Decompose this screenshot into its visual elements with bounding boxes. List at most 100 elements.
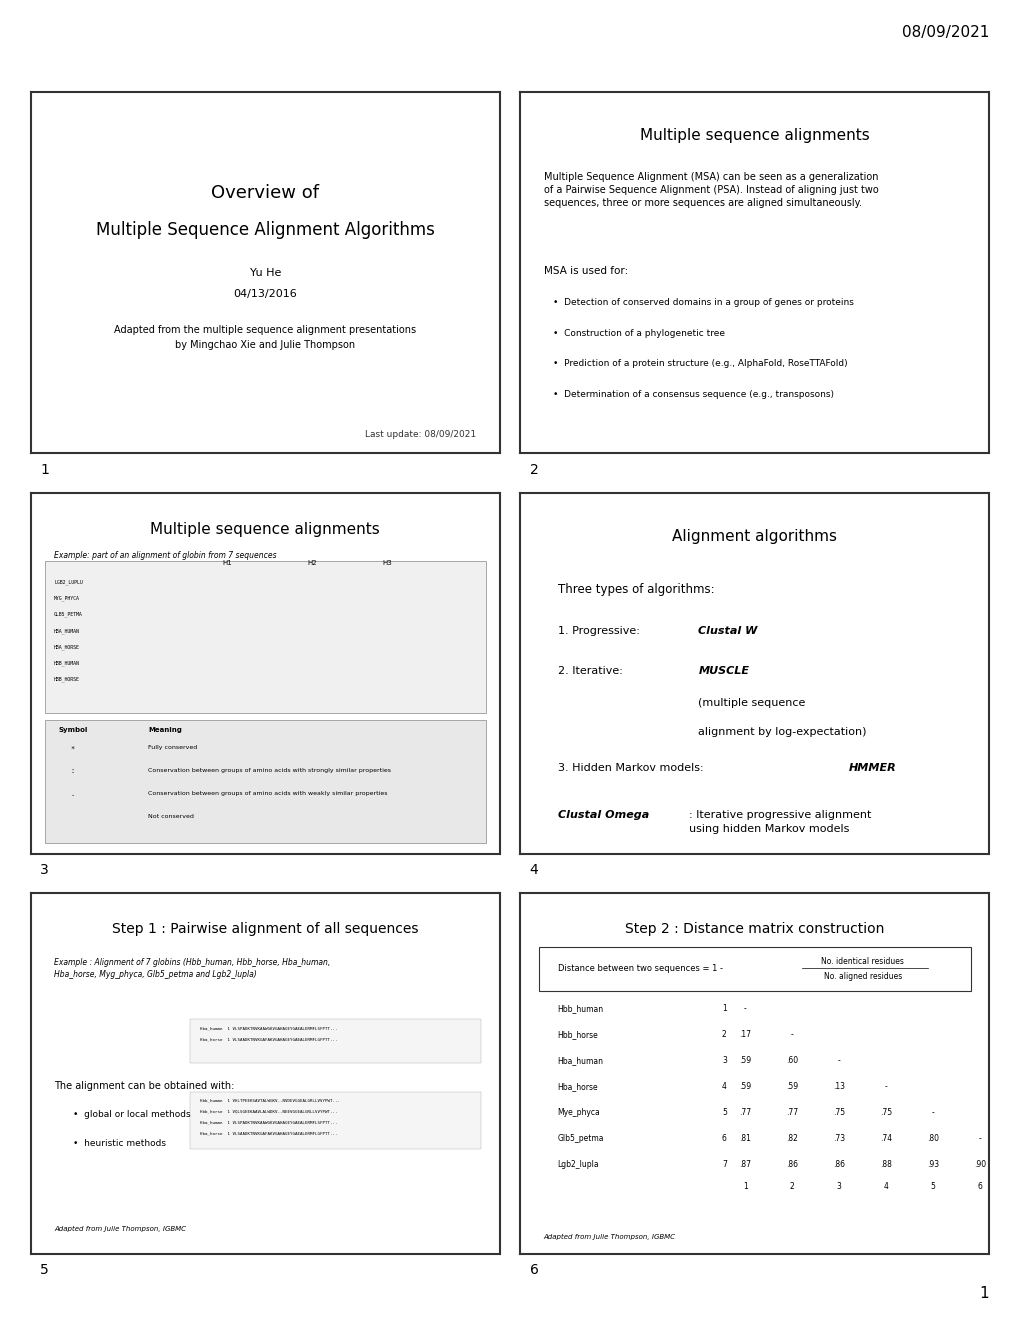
Text: H2: H2 xyxy=(307,560,317,566)
Text: Lgb2_lupla: Lgb2_lupla xyxy=(557,1160,599,1170)
Text: Hbb_horse  1 VQLSGEEKAAVLALWDKV--NEEVGGEALGRLLVVYPWT...: Hbb_horse 1 VQLSGEEKAAVLALWDKV--NEEVGGEA… xyxy=(200,1110,336,1114)
Text: 2: 2 xyxy=(529,463,538,477)
Text: HBA_HORSE: HBA_HORSE xyxy=(54,644,79,649)
Text: LGB2_LUPLU: LGB2_LUPLU xyxy=(54,579,83,585)
Text: 7: 7 xyxy=(721,1160,727,1170)
Text: 2. Iterative:: 2. Iterative: xyxy=(557,667,646,676)
Text: .77: .77 xyxy=(786,1107,798,1117)
Text: HBB_HUMAN: HBB_HUMAN xyxy=(54,660,79,667)
FancyBboxPatch shape xyxy=(538,948,970,990)
Text: .93: .93 xyxy=(926,1160,938,1170)
Text: 1: 1 xyxy=(40,463,49,477)
Text: 4: 4 xyxy=(529,863,538,876)
Text: .86: .86 xyxy=(786,1160,798,1170)
Text: 1: 1 xyxy=(742,1183,747,1192)
Text: •  global or local methods: • global or local methods xyxy=(72,1110,191,1118)
Text: -: - xyxy=(977,1134,980,1143)
Text: Not conserved: Not conserved xyxy=(148,813,194,818)
Text: -: - xyxy=(790,1030,793,1039)
FancyBboxPatch shape xyxy=(45,561,485,713)
Text: 5: 5 xyxy=(929,1183,934,1192)
Text: 4: 4 xyxy=(882,1183,888,1192)
Text: 08/09/2021: 08/09/2021 xyxy=(901,25,988,41)
Text: 1. Progressive:: 1. Progressive: xyxy=(557,626,646,636)
Text: Fully conserved: Fully conserved xyxy=(148,746,197,750)
Text: Hba_horse  1 VLSAADKTNVKGAFAKVGAHAGEYGAEALERMFLGFPTT...: Hba_horse 1 VLSAADKTNVKGAFAKVGAHAGEYGAEA… xyxy=(200,1131,336,1135)
Text: .13: .13 xyxy=(833,1082,845,1092)
Text: .: . xyxy=(70,791,74,797)
Text: -: - xyxy=(883,1082,887,1092)
Text: Three types of algorithms:: Three types of algorithms: xyxy=(557,583,713,597)
Text: •  Prediction of a protein structure (e.g., AlphaFold, RoseTTAFold): • Prediction of a protein structure (e.g… xyxy=(552,359,847,368)
Text: H3: H3 xyxy=(382,560,391,566)
Text: MYG_PHYCA: MYG_PHYCA xyxy=(54,595,79,601)
Text: 2: 2 xyxy=(721,1030,726,1039)
Text: 6: 6 xyxy=(721,1134,727,1143)
FancyBboxPatch shape xyxy=(45,721,485,842)
Text: Hbb_horse: Hbb_horse xyxy=(557,1030,598,1039)
Text: Hba_horse  1 VLSAADKTNVKGAFAKVGAHAGEYGAEALERMFLGFPTT...: Hba_horse 1 VLSAADKTNVKGAFAKVGAHAGEYGAEA… xyxy=(200,1038,336,1041)
Text: 6: 6 xyxy=(529,1263,538,1278)
Text: .17: .17 xyxy=(739,1030,751,1039)
Text: *: * xyxy=(70,746,74,751)
Text: Hba_human: Hba_human xyxy=(557,1056,603,1065)
Text: alignment by log-expectation): alignment by log-expectation) xyxy=(698,727,866,738)
Text: .75: .75 xyxy=(879,1107,892,1117)
Text: .82: .82 xyxy=(786,1134,798,1143)
Text: No. aligned residues: No. aligned residues xyxy=(822,972,901,981)
Text: .87: .87 xyxy=(739,1160,751,1170)
Text: .88: .88 xyxy=(879,1160,892,1170)
Text: Conservation between groups of amino acids with weakly similar properties: Conservation between groups of amino aci… xyxy=(148,791,387,796)
Text: Mye_phyca: Mye_phyca xyxy=(557,1107,600,1117)
Text: Symbol: Symbol xyxy=(59,727,88,734)
Text: Distance between two sequences = 1 -: Distance between two sequences = 1 - xyxy=(557,965,722,973)
Text: Example: part of an alignment of globin from 7 sequences: Example: part of an alignment of globin … xyxy=(54,550,276,560)
Text: 3. Hidden Markov models:: 3. Hidden Markov models: xyxy=(557,763,709,774)
Text: 04/13/2016: 04/13/2016 xyxy=(233,289,297,300)
Text: .59: .59 xyxy=(786,1082,798,1092)
Text: 1: 1 xyxy=(721,1005,726,1014)
Text: 3: 3 xyxy=(721,1056,727,1065)
Text: •  Determination of a consensus sequence (e.g., transposons): • Determination of a consensus sequence … xyxy=(552,391,834,399)
Text: .75: .75 xyxy=(833,1107,845,1117)
Text: 4: 4 xyxy=(721,1082,727,1092)
Text: H1: H1 xyxy=(222,560,232,566)
Text: Example : Alignment of 7 globins (Hbb_human, Hbb_horse, Hba_human,
Hba_horse, My: Example : Alignment of 7 globins (Hbb_hu… xyxy=(54,958,330,979)
Text: Hbb_human  1 VHLTPEEKSAVTALWGKV--NVDEVGGEALGRLLVVYPWT...: Hbb_human 1 VHLTPEEKSAVTALWGKV--NVDEVGGE… xyxy=(200,1098,339,1102)
Text: MSA is used for:: MSA is used for: xyxy=(543,265,628,276)
Text: .80: .80 xyxy=(926,1134,938,1143)
Text: .86: .86 xyxy=(833,1160,845,1170)
Text: 3: 3 xyxy=(40,863,49,876)
Text: HMMER: HMMER xyxy=(848,763,896,774)
Text: Alignment algorithms: Alignment algorithms xyxy=(672,529,837,544)
Text: HBA_HUMAN: HBA_HUMAN xyxy=(54,628,79,634)
Text: Hba_human  1 VLSPADKTNVKAAWGKVGAHAGEYGAEALERMFLSFPTT...: Hba_human 1 VLSPADKTNVKAAWGKVGAHAGEYGAEA… xyxy=(200,1027,336,1031)
Text: Overview of: Overview of xyxy=(211,185,319,202)
Text: (multiple sequence: (multiple sequence xyxy=(698,698,805,709)
Text: Last update: 08/09/2021: Last update: 08/09/2021 xyxy=(365,430,476,438)
Text: MUSCLE: MUSCLE xyxy=(698,667,749,676)
Text: Multiple sequence alignments: Multiple sequence alignments xyxy=(150,521,380,537)
Text: : Iterative progressive alignment
using hidden Markov models: : Iterative progressive alignment using … xyxy=(689,810,870,834)
Text: :: : xyxy=(70,768,74,774)
Text: Adapted from the multiple sequence alignment presentations
by Mingchao Xie and J: Adapted from the multiple sequence align… xyxy=(114,325,416,350)
Text: Meaning: Meaning xyxy=(148,727,181,734)
Text: .74: .74 xyxy=(879,1134,892,1143)
Text: Hbb_human: Hbb_human xyxy=(557,1005,603,1014)
Text: Hba_horse: Hba_horse xyxy=(557,1082,598,1092)
Text: 5: 5 xyxy=(40,1263,49,1278)
Text: Conservation between groups of amino acids with strongly similar properties: Conservation between groups of amino aci… xyxy=(148,768,390,774)
Text: Glb5_petma: Glb5_petma xyxy=(557,1134,603,1143)
Text: Step 1 : Pairwise alignment of all sequences: Step 1 : Pairwise alignment of all seque… xyxy=(112,923,418,936)
Text: Step 2 : Distance matrix construction: Step 2 : Distance matrix construction xyxy=(625,923,883,936)
Text: •  Construction of a phylogenetic tree: • Construction of a phylogenetic tree xyxy=(552,329,725,338)
Text: -: - xyxy=(743,1005,746,1014)
Text: .59: .59 xyxy=(739,1056,751,1065)
Text: 6: 6 xyxy=(976,1183,981,1192)
Text: 2: 2 xyxy=(789,1183,794,1192)
Text: .81: .81 xyxy=(739,1134,751,1143)
Text: Multiple Sequence Alignment (MSA) can be seen as a generalization
of a Pairwise : Multiple Sequence Alignment (MSA) can be… xyxy=(543,172,877,209)
Text: Adapted from Julie Thompson, IGBMC: Adapted from Julie Thompson, IGBMC xyxy=(543,1233,675,1239)
Text: Clustal Omega: Clustal Omega xyxy=(557,810,648,820)
Text: Hba_human  1 VLSPADKTNVKAAWGKVGAHAGEYGAEALERMFLSFPTT...: Hba_human 1 VLSPADKTNVKAAWGKVGAHAGEYGAEA… xyxy=(200,1121,336,1125)
